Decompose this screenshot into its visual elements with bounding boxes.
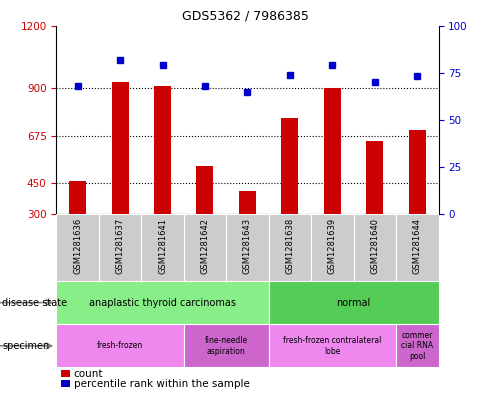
Text: GSM1281637: GSM1281637 — [116, 218, 124, 274]
Bar — [112, 82, 128, 214]
Text: disease state: disease state — [2, 298, 68, 308]
Bar — [269, 281, 439, 324]
Text: GSM1281641: GSM1281641 — [158, 218, 167, 274]
Bar — [396, 214, 439, 281]
Bar — [269, 324, 396, 367]
Text: fresh-frozen contralateral
lobe: fresh-frozen contralateral lobe — [283, 336, 382, 356]
Bar — [354, 214, 396, 281]
Bar — [311, 214, 354, 281]
Bar — [396, 324, 439, 367]
Bar — [281, 118, 298, 214]
Text: anaplastic thyroid carcinomas: anaplastic thyroid carcinomas — [89, 298, 236, 308]
Text: GSM1281639: GSM1281639 — [328, 218, 337, 274]
Text: commer
cial RNA
pool: commer cial RNA pool — [401, 331, 433, 361]
Bar — [184, 324, 269, 367]
Bar — [154, 86, 171, 214]
Text: GDS5362 / 7986385: GDS5362 / 7986385 — [182, 10, 308, 23]
Text: count: count — [74, 369, 103, 379]
Text: percentile rank within the sample: percentile rank within the sample — [74, 379, 249, 389]
Bar — [269, 214, 311, 281]
Bar — [56, 324, 184, 367]
Bar — [196, 166, 214, 214]
Text: fine-needle
aspiration: fine-needle aspiration — [205, 336, 248, 356]
Text: GSM1281642: GSM1281642 — [200, 218, 210, 274]
Bar — [141, 214, 184, 281]
Text: GSM1281636: GSM1281636 — [73, 218, 82, 274]
Bar — [184, 214, 226, 281]
Bar — [69, 181, 86, 214]
Bar — [56, 281, 269, 324]
Text: GSM1281644: GSM1281644 — [413, 218, 422, 274]
Bar — [226, 214, 269, 281]
Text: GSM1281640: GSM1281640 — [370, 218, 379, 274]
Text: GSM1281643: GSM1281643 — [243, 218, 252, 274]
Bar — [99, 214, 141, 281]
Text: fresh-frozen: fresh-frozen — [97, 342, 143, 350]
Text: GSM1281638: GSM1281638 — [285, 218, 294, 274]
Bar — [324, 88, 341, 214]
Bar — [367, 141, 383, 214]
Text: normal: normal — [337, 298, 371, 308]
Text: specimen: specimen — [2, 341, 49, 351]
Bar — [56, 214, 99, 281]
Bar — [409, 130, 426, 214]
Bar — [239, 191, 256, 214]
